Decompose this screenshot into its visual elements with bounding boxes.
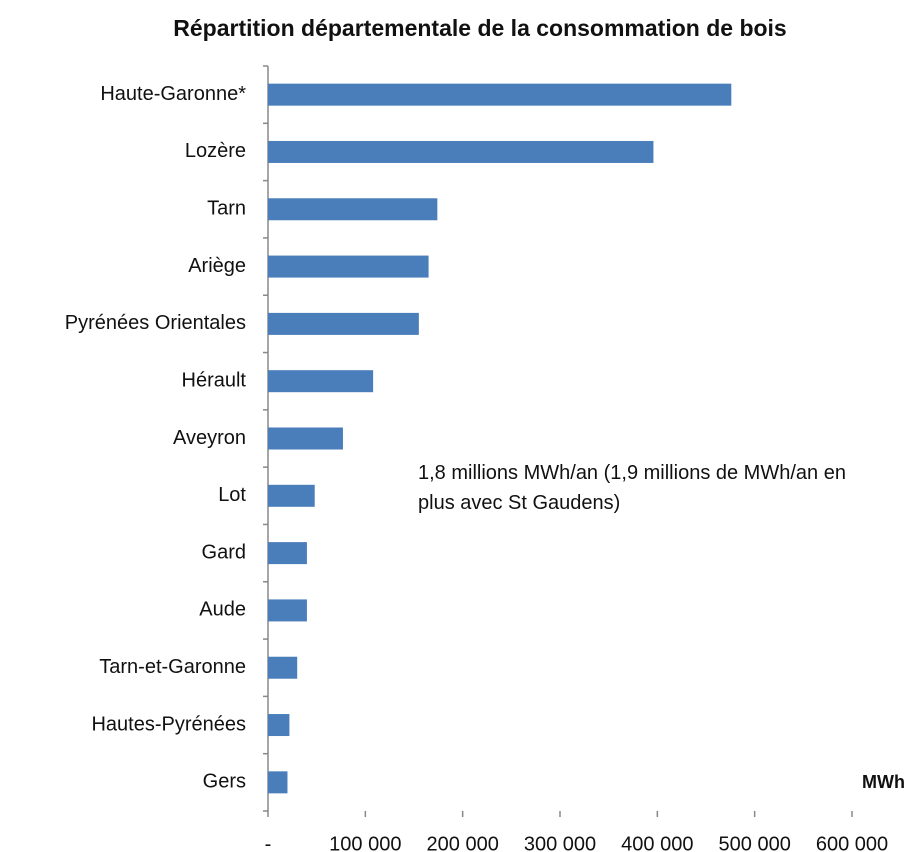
x-tick-label: - [265,833,272,852]
bar [268,312,419,335]
y-tick-label: Ariège [188,255,246,277]
annotation: 1,8 millions MWh/an (1,9 millions de MWh… [418,462,846,514]
x-tick-label: 100 000 [329,833,401,852]
chart-title: Répartition départementale de la consomm… [173,15,787,41]
x-tick-label: 200 000 [427,833,499,852]
y-tick-label: Lozère [185,140,246,162]
bar [268,198,438,221]
x-axis-label: MWh [862,772,905,792]
x-tick-label: 600 000 [816,833,888,852]
bar [268,484,315,507]
bar [268,656,298,679]
bar [268,542,307,565]
y-tick-label: Lot [218,484,246,506]
x-tick-label: 400 000 [621,833,693,852]
y-tick-label: Tarn [207,198,246,220]
bar [268,83,732,106]
bar [268,714,290,737]
bar [268,140,654,163]
bar [268,427,343,450]
y-tick-label: Hérault [182,369,247,391]
bar [268,370,374,393]
y-tick-label: Aude [199,599,246,621]
bar [268,255,429,278]
y-tick-label: Hautes-Pyrénées [91,713,246,735]
y-tick-label: Haute-Garonne* [100,83,246,105]
y-tick-label: Aveyron [173,427,246,449]
bar [268,771,288,794]
x-tick-label: 300 000 [524,833,596,852]
y-tick-label: Gers [203,771,246,793]
y-tick-label: Gard [202,541,246,563]
bar [268,599,307,622]
y-tick-label: Pyrénées Orientales [65,312,246,334]
x-tick-label: 500 000 [719,833,791,852]
y-tick-label: Tarn-et-Garonne [99,656,246,678]
